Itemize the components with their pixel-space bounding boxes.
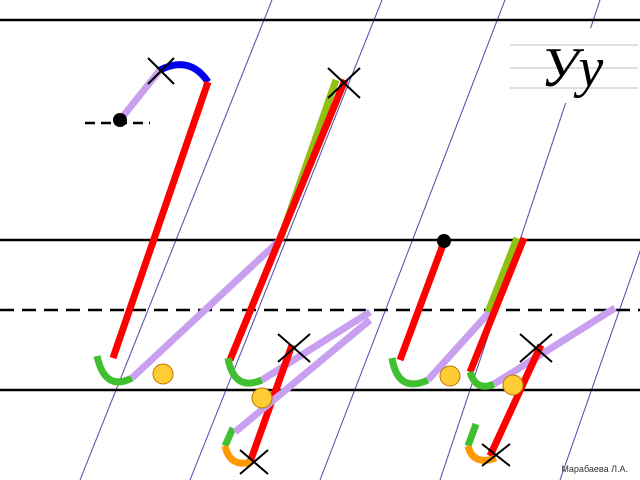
stroke-marks [113, 57, 553, 475]
sample-letters: Уу [541, 37, 604, 99]
sample-box: Уу [508, 28, 638, 103]
smileys [152, 363, 524, 409]
letter-strokes [93, 61, 617, 467]
signature: Марабаева Л.А. [561, 464, 628, 474]
